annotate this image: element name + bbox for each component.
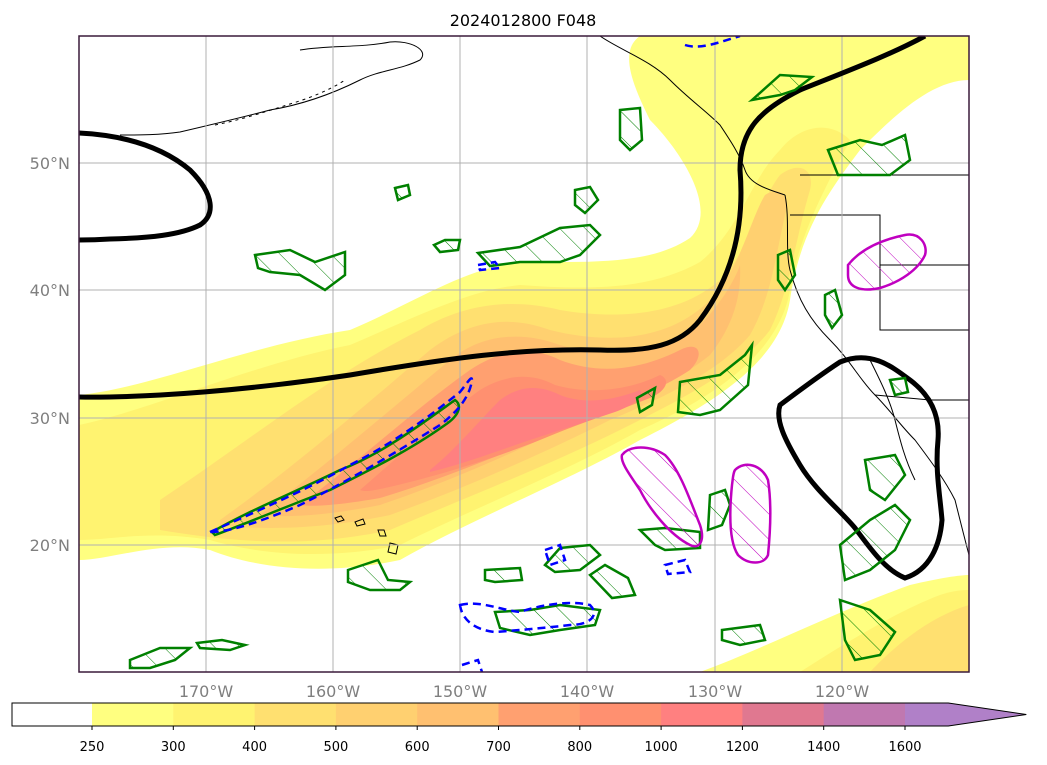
- green-contour-w: [194, 638, 250, 652]
- blue-contour-b: [684, 36, 741, 48]
- magenta-contour-b: [729, 463, 772, 564]
- aleutian-islands: [214, 79, 346, 126]
- colorbar-tick-label: 1000: [645, 740, 678, 755]
- colorbar-segment-below: [12, 703, 92, 726]
- colorbar-tick-label: 1200: [726, 740, 759, 755]
- blue-contours: [209, 36, 741, 672]
- y-tick-40n: 40°N: [30, 281, 70, 300]
- colorbar-segment: [335, 703, 418, 726]
- blue-contour-e: [663, 558, 692, 576]
- colorbar: 250 300 400 500 600 700 800 1000 1200 1400 1600: [11, 702, 1027, 755]
- x-tick-150w: 150°W: [433, 682, 488, 701]
- black-contour-nw-low: [79, 130, 213, 243]
- colorbar-segment: [254, 703, 337, 726]
- black-contour-main: [79, 36, 927, 400]
- colorbar-tick-label: 250: [80, 740, 105, 755]
- colorbar-tick-label: 1400: [807, 740, 840, 755]
- magenta-contour-c: [846, 233, 927, 291]
- filled-contours: [79, 36, 969, 672]
- colorbar-segment: [823, 703, 906, 726]
- alaska-coastline: [119, 41, 423, 136]
- x-axis-tick-labels: 170°W 160°W 150°W 140°W 130°W 120°W: [179, 682, 870, 701]
- green-contour-n: [838, 503, 912, 582]
- green-contour-b: [475, 223, 602, 268]
- blue-contour-c: [458, 601, 596, 634]
- green-contour-m: [863, 453, 907, 502]
- green-contour-j: [635, 385, 657, 414]
- map-area: [78, 35, 970, 673]
- green-contour-x: [776, 248, 797, 293]
- colorbar-segment: [498, 703, 581, 726]
- blue-contour-a: [476, 260, 503, 272]
- colorbar-segment: [579, 703, 662, 726]
- blue-contour-f: [461, 658, 484, 672]
- colorbar-segment: [417, 703, 499, 726]
- green-contour-g: [747, 73, 816, 103]
- map-title: 2024012800 F048: [450, 11, 597, 30]
- y-tick-20n: 20°N: [30, 536, 70, 555]
- magenta-contour-a: [620, 446, 704, 548]
- colorbar-tick-label: 300: [161, 740, 186, 755]
- hawaii-islands: [334, 515, 399, 555]
- green-contour-c: [431, 238, 462, 254]
- gulf-of-alaska-coast: [599, 36, 786, 196]
- x-tick-120w: 120°W: [815, 682, 870, 701]
- green-contour-t: [588, 563, 637, 600]
- green-contour-h: [826, 133, 912, 177]
- colorbar-outline: [11, 702, 1027, 727]
- colorbar-tick-label: 1600: [888, 740, 921, 755]
- green-contour-p: [720, 623, 767, 647]
- x-tick-130w: 130°W: [688, 682, 743, 701]
- black-contour-sw-low: [776, 355, 945, 581]
- green-contour-i: [676, 340, 754, 417]
- blue-contour-w-streak: [209, 377, 474, 534]
- green-contours: [128, 73, 912, 670]
- colorbar-tick-label: 700: [486, 740, 511, 755]
- green-contour-d: [573, 185, 600, 215]
- green-contour-e: [393, 183, 412, 202]
- ivt-band-1000: [430, 388, 642, 472]
- colorbar-segment: [661, 703, 743, 726]
- green-contour-y: [823, 288, 844, 331]
- green-contour-f: [618, 106, 644, 152]
- ivt-band-250-ne: [930, 36, 969, 79]
- green-contour-o: [838, 598, 897, 662]
- green-contour-v: [128, 646, 194, 670]
- us-state-border-1: [790, 214, 969, 266]
- colorbar-tick-label: 600: [405, 740, 430, 755]
- black-contours: [79, 36, 945, 581]
- colorbar-tick-label: 400: [242, 740, 267, 755]
- green-contour-w-streak: [209, 398, 461, 537]
- x-tick-160w: 160°W: [306, 682, 361, 701]
- x-tick-170w: 170°W: [179, 682, 234, 701]
- colorbar-segment: [92, 703, 174, 726]
- colorbar-segment: [173, 703, 256, 726]
- green-contour-u: [493, 603, 602, 637]
- y-tick-30n: 30°N: [30, 409, 70, 428]
- green-contour-q: [346, 558, 414, 592]
- y-tick-50n: 50°N: [30, 154, 70, 173]
- magenta-contours: [620, 233, 927, 564]
- colorbar-extend-arrow: [905, 703, 1027, 726]
- ivt-band-400-south: [870, 605, 969, 672]
- x-tick-140w: 140°W: [560, 682, 615, 701]
- colorbar-segment: [742, 703, 825, 726]
- map-frame: [78, 35, 970, 673]
- green-contour-z: [888, 376, 910, 397]
- blue-contour-d: [543, 543, 567, 567]
- baja-coastline: [869, 359, 916, 481]
- colorbar-tick-label: 800: [567, 740, 592, 755]
- colorbar-tick-label: 500: [323, 740, 348, 755]
- green-contour-l: [706, 488, 732, 532]
- green-contour-a: [253, 248, 347, 292]
- y-axis-tick-labels: 50°N 40°N 30°N 20°N: [30, 154, 70, 555]
- green-contour-r: [483, 566, 524, 584]
